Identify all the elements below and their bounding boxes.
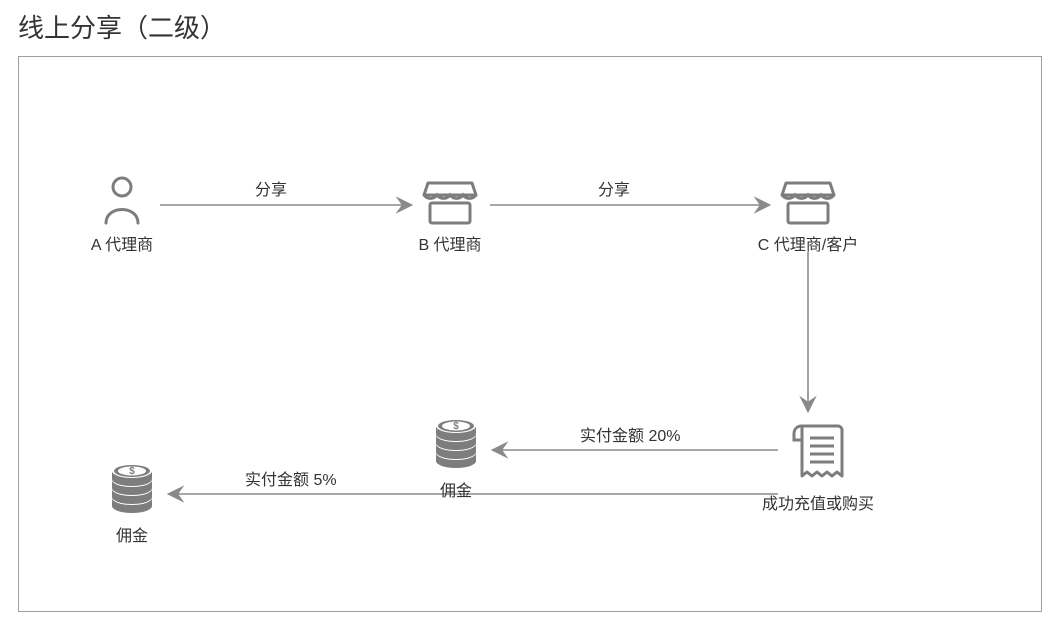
diagram-frame <box>18 56 1042 612</box>
person-icon <box>100 175 144 225</box>
node-m2: $ 佣金 <box>108 460 156 546</box>
node-label: B 代理商 <box>418 231 481 255</box>
svg-text:$: $ <box>453 421 459 432</box>
edge-label: 实付金额 5% <box>245 466 337 490</box>
node-label: 佣金 <box>440 477 472 501</box>
edge-label: 实付金额 20% <box>580 422 680 446</box>
coins-icon: $ <box>108 460 156 516</box>
store-icon <box>780 175 836 225</box>
edge-label: 分享 <box>598 176 630 200</box>
page-title: 线上分享（二级） <box>18 8 226 45</box>
node-r: 成功充值或购买 <box>790 420 846 514</box>
node-c: C 代理商/客户 <box>780 175 836 255</box>
node-a: A 代理商 <box>100 175 144 255</box>
coins-icon: $ <box>432 415 480 471</box>
edge-label: 分享 <box>255 176 287 200</box>
svg-text:$: $ <box>129 466 135 477</box>
node-label: 成功充值或购买 <box>762 490 874 514</box>
node-label: A 代理商 <box>91 231 153 255</box>
store-icon <box>422 175 478 225</box>
receipt-icon <box>790 420 846 484</box>
node-label: 佣金 <box>116 522 148 546</box>
node-b: B 代理商 <box>422 175 478 255</box>
node-label: C 代理商/客户 <box>758 231 858 255</box>
node-m1: $ 佣金 <box>432 415 480 501</box>
